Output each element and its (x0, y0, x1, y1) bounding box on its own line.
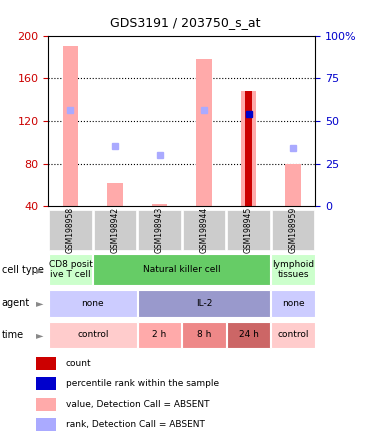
Text: count: count (66, 359, 91, 368)
Bar (271, 290, 315, 317)
Text: cell type: cell type (2, 265, 44, 275)
Bar (49, 254, 92, 285)
Text: GSM198945: GSM198945 (244, 206, 253, 253)
Bar (227, 322, 270, 348)
Text: GSM198943: GSM198943 (155, 206, 164, 253)
Text: Natural killer cell: Natural killer cell (143, 265, 221, 274)
Text: time: time (2, 330, 24, 340)
Bar (271, 254, 315, 285)
Bar (36, 418, 56, 432)
Bar (138, 322, 181, 348)
Bar (36, 398, 56, 411)
Text: CD8 posit
ive T cell: CD8 posit ive T cell (49, 260, 92, 279)
Bar (272, 210, 315, 250)
Bar (196, 59, 212, 206)
Text: GSM198942: GSM198942 (111, 207, 119, 253)
Bar (241, 91, 256, 206)
Bar (49, 290, 137, 317)
Text: lymphoid
tissues: lymphoid tissues (272, 260, 314, 279)
Bar (107, 183, 123, 206)
Bar (285, 164, 301, 206)
Text: 8 h: 8 h (197, 330, 211, 340)
Text: 2 h: 2 h (152, 330, 167, 340)
Bar (49, 322, 137, 348)
Text: ►: ► (36, 298, 44, 309)
Text: control: control (77, 330, 108, 340)
Bar (183, 210, 226, 250)
Text: GSM198944: GSM198944 (200, 206, 209, 253)
Bar (182, 322, 226, 348)
Bar (36, 357, 56, 370)
Text: rank, Detection Call = ABSENT: rank, Detection Call = ABSENT (66, 420, 204, 429)
Text: ►: ► (36, 265, 44, 275)
Bar (93, 254, 270, 285)
Bar (49, 210, 92, 250)
Text: control: control (278, 330, 309, 340)
Bar (152, 204, 167, 206)
Text: none: none (82, 299, 104, 308)
Text: none: none (282, 299, 304, 308)
Bar (36, 377, 56, 390)
Bar (271, 322, 315, 348)
Bar (63, 46, 78, 206)
Text: ►: ► (36, 330, 44, 340)
Text: IL-2: IL-2 (196, 299, 212, 308)
Text: 24 h: 24 h (239, 330, 259, 340)
Text: percentile rank within the sample: percentile rank within the sample (66, 379, 219, 388)
Bar (227, 210, 270, 250)
Bar (245, 91, 252, 206)
Bar (93, 210, 137, 250)
Text: GDS3191 / 203750_s_at: GDS3191 / 203750_s_at (110, 16, 261, 28)
Text: agent: agent (2, 298, 30, 309)
Text: value, Detection Call = ABSENT: value, Detection Call = ABSENT (66, 400, 209, 409)
Bar (138, 210, 181, 250)
Text: GSM198958: GSM198958 (66, 207, 75, 253)
Bar (138, 290, 270, 317)
Text: GSM198959: GSM198959 (289, 206, 298, 253)
